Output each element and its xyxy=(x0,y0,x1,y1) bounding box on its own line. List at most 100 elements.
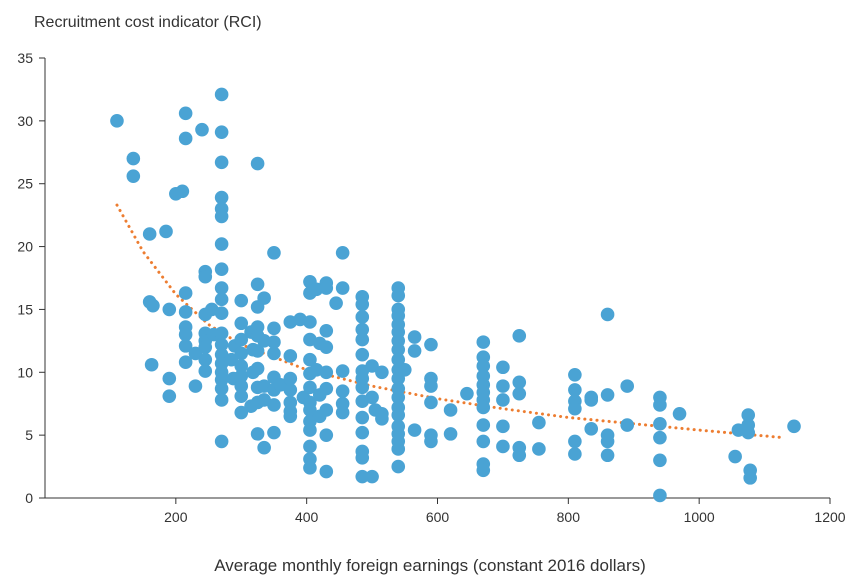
x-tick-label: 200 xyxy=(164,509,188,525)
data-point xyxy=(365,390,379,405)
data-point xyxy=(568,383,582,397)
data-point xyxy=(234,359,249,373)
data-point xyxy=(303,423,317,437)
x-axis-title: Average monthly foreign earnings (consta… xyxy=(214,556,646,575)
data-point xyxy=(424,379,438,393)
data-point xyxy=(532,442,546,456)
data-point xyxy=(620,379,635,393)
data-point xyxy=(178,106,193,121)
data-point xyxy=(653,417,667,431)
data-point xyxy=(214,381,229,396)
data-point xyxy=(214,434,229,449)
data-point xyxy=(460,386,474,401)
data-point xyxy=(214,326,229,341)
x-tick-label: 1000 xyxy=(684,509,715,525)
data-point xyxy=(584,393,599,407)
data-point xyxy=(653,430,667,445)
data-point xyxy=(178,327,193,342)
data-point xyxy=(250,277,265,292)
data-point xyxy=(532,415,546,430)
data-point xyxy=(267,398,281,412)
data-point xyxy=(496,393,510,407)
data-point xyxy=(303,403,317,417)
data-point xyxy=(234,332,249,347)
data-point xyxy=(267,346,281,361)
data-point xyxy=(257,440,271,455)
data-point xyxy=(283,371,298,386)
data-point xyxy=(335,246,350,260)
x-tick-label: 800 xyxy=(557,509,581,525)
data-point xyxy=(144,357,159,372)
data-point xyxy=(146,298,160,313)
data-point xyxy=(178,286,193,300)
data-point xyxy=(335,405,350,420)
data-point xyxy=(653,453,667,468)
x-tick-label: 1200 xyxy=(814,509,845,525)
data-point xyxy=(391,390,406,405)
data-point xyxy=(234,389,249,403)
data-point xyxy=(142,227,157,241)
data-point xyxy=(159,224,173,239)
data-point xyxy=(355,450,370,465)
data-point xyxy=(195,122,209,137)
y-tick-label: 0 xyxy=(25,490,33,506)
data-point xyxy=(355,380,370,395)
data-point xyxy=(319,381,334,396)
data-point xyxy=(375,365,389,380)
data-point xyxy=(424,434,438,449)
data-point xyxy=(653,398,667,412)
data-point xyxy=(214,337,229,352)
data-point xyxy=(110,114,124,128)
y-tick-label: 30 xyxy=(17,113,33,129)
x-tick-label: 400 xyxy=(295,509,319,525)
data-point xyxy=(250,344,265,358)
y-tick-label: 10 xyxy=(17,364,33,380)
data-point xyxy=(319,340,334,354)
data-point xyxy=(234,405,249,420)
data-point xyxy=(319,403,334,417)
data-point xyxy=(178,131,193,146)
data-point xyxy=(391,408,406,422)
data-point xyxy=(214,306,229,321)
data-point xyxy=(476,359,491,373)
y-tick-label: 35 xyxy=(17,50,33,66)
data-point xyxy=(214,292,229,307)
y-tick-label: 15 xyxy=(17,301,33,317)
data-point xyxy=(424,337,438,352)
data-point xyxy=(214,262,229,277)
data-point xyxy=(198,340,213,354)
data-point xyxy=(283,349,298,363)
data-point xyxy=(568,434,582,449)
data-point xyxy=(424,395,438,410)
data-point xyxy=(476,335,491,349)
data-point xyxy=(234,316,249,331)
data-point xyxy=(319,281,334,295)
data-point xyxy=(355,332,370,347)
data-point xyxy=(496,439,510,454)
data-point xyxy=(568,401,582,416)
data-point xyxy=(355,322,370,337)
data-point xyxy=(600,448,615,463)
y-tick-label: 20 xyxy=(17,239,33,255)
data-point xyxy=(584,422,599,436)
data-point xyxy=(214,190,229,205)
data-point xyxy=(653,488,667,503)
data-point xyxy=(214,125,229,139)
data-point xyxy=(303,439,317,454)
data-point xyxy=(198,269,213,284)
data-point xyxy=(728,449,742,464)
data-point xyxy=(335,281,350,295)
y-axis-title: Recruitment cost indicator (RCI) xyxy=(34,14,262,31)
data-point xyxy=(787,419,801,434)
data-point xyxy=(319,365,334,380)
data-point xyxy=(234,379,249,393)
data-point xyxy=(319,464,334,479)
data-point xyxy=(496,379,510,393)
data-point xyxy=(257,291,271,305)
data-point xyxy=(267,321,281,336)
data-point xyxy=(391,288,406,303)
data-point xyxy=(175,184,190,199)
data-point xyxy=(743,471,757,485)
data-point xyxy=(443,427,458,441)
data-point xyxy=(178,355,193,370)
